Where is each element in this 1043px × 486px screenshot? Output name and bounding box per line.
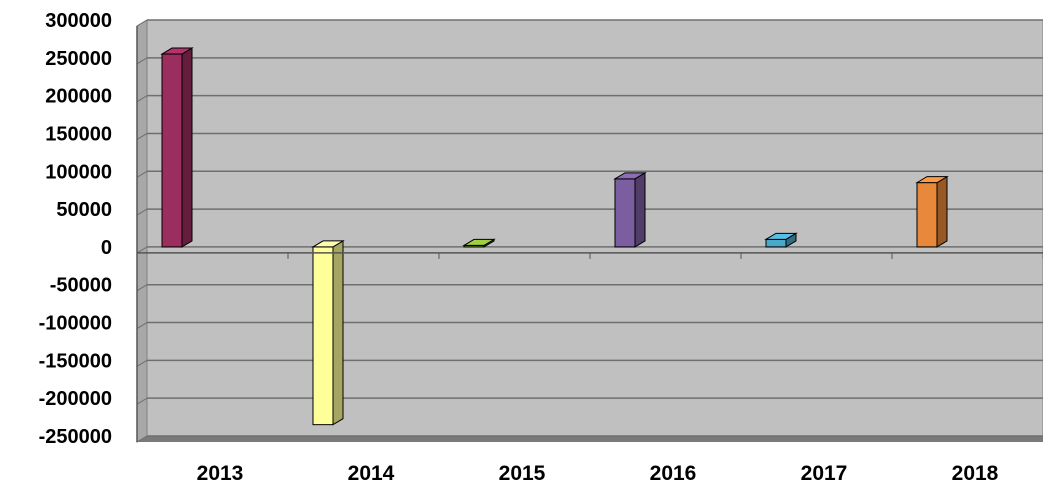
bars [160,47,949,426]
gridline-side [136,170,148,178]
bar-2015 [462,238,496,248]
x-category-label: 2014 [348,462,395,485]
bar-2018 [915,175,949,248]
bar-front [916,182,938,248]
x-category-label: 2015 [499,462,546,485]
y-tick-label: 100000 [45,161,112,183]
bar-side [936,175,948,248]
y-tick-label: -100000 [39,313,112,335]
y-tick-label: 0 [101,237,112,259]
x-axis-category-labels: 2013 2014 2015 2016 2017 2018 [197,462,999,485]
bar-2013 [160,47,194,248]
y-tick-label: -200000 [39,388,112,410]
bar-2016 [613,171,647,248]
y-tick-label: -250000 [39,426,112,448]
x-category-label: 2018 [952,462,999,485]
gridline-side [136,95,148,103]
bar-top [311,240,345,248]
back-wall [146,19,1043,437]
bar-top [613,172,647,180]
bar-top [462,238,496,246]
bar-front [765,238,787,248]
bar-top [160,47,194,55]
bar-2014 [311,240,345,426]
x-category-label: 2017 [801,462,848,485]
y-tick-label: 150000 [45,123,112,145]
bar-side [332,240,344,426]
y-tick-label: -50000 [50,275,112,297]
bar-front [312,246,334,426]
gridline-side [136,208,148,216]
y-tick-label: 250000 [45,48,112,70]
side-wall [136,19,148,443]
axes [136,26,1043,442]
gridline-side [136,359,148,367]
y-tick-label: 300000 [45,10,112,32]
y-tick-label: 50000 [56,199,112,221]
bar-top [764,232,798,240]
gridline-side [136,322,148,329]
gridlines [136,19,1043,443]
floor [137,436,1043,442]
x-category-label: 2016 [650,462,697,485]
bar-side [634,171,646,248]
bar-front [161,53,183,248]
gridline-side [136,397,148,405]
gridline-side [136,133,148,140]
bar-front [614,178,636,248]
gridline-side [136,284,148,292]
gridline-side [136,57,148,65]
y-tick-label: -150000 [39,350,112,372]
y-axis-tick-labels: 300000 250000 200000 150000 100000 50000 0 -500… [39,10,112,448]
gridline-side [136,246,148,254]
plot-area [136,19,1043,443]
bar-top [915,176,949,184]
y-tick-label: 200000 [45,86,112,108]
bar-side [181,47,193,248]
gridline-side [136,435,148,443]
bar-2017 [764,232,798,248]
gridline-side [136,19,148,27]
x-category-label: 2013 [197,462,244,485]
